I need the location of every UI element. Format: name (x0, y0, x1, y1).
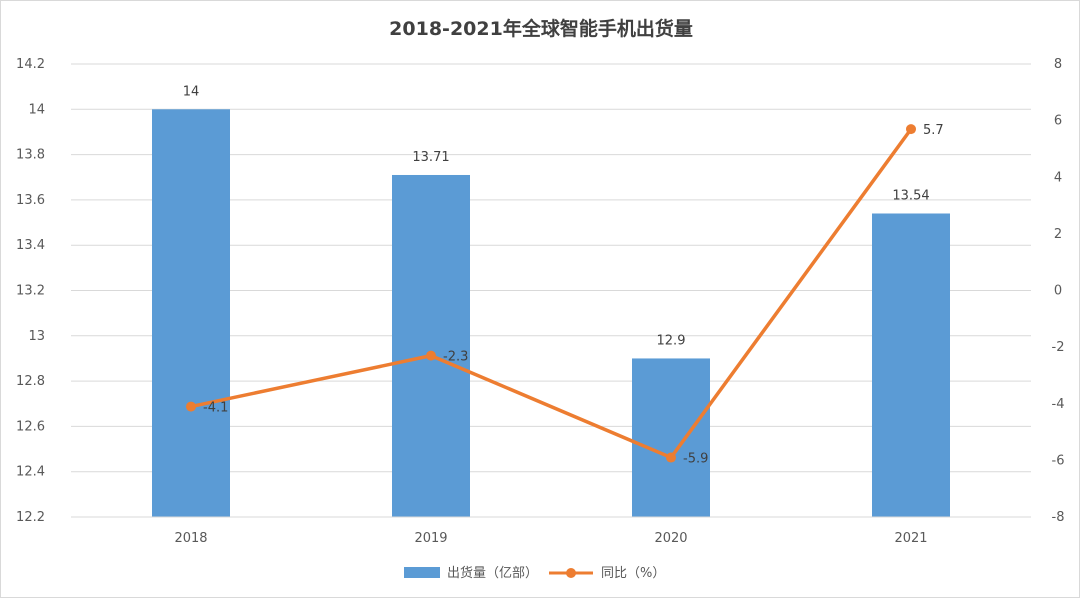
line-series: -4.1 -2.3 -5.9 5.7 (186, 123, 944, 467)
yoy-data-label: -4.1 (203, 401, 228, 416)
left-tick-label: 14.2 (16, 57, 45, 72)
left-tick-label: 14 (28, 102, 45, 117)
yoy-data-label: -2.3 (443, 350, 468, 365)
legend-bar-label: 出货量（亿部） (447, 565, 538, 581)
left-tick-label: 12.4 (16, 465, 45, 480)
right-axis: 8 6 4 2 0 -2 -4 -6 -8 (1052, 57, 1065, 525)
right-tick-label: 2 (1054, 227, 1062, 242)
left-axis: 14.2 14 13.8 13.6 13.4 13.2 13 12.8 12.6 12.4 12.2 (16, 57, 45, 525)
yoy-point (666, 452, 676, 463)
yoy-point (426, 350, 436, 361)
right-tick-label: -4 (1052, 397, 1065, 412)
bar (872, 213, 950, 518)
right-tick-label: 4 (1054, 170, 1062, 185)
right-tick-label: -6 (1052, 453, 1065, 468)
bar (392, 174, 470, 518)
left-tick-label: 13 (28, 329, 45, 344)
left-tick-label: 13.4 (16, 238, 45, 253)
legend-line-label: 同比（%） (601, 566, 665, 581)
bar-data-label: 12.9 (657, 333, 686, 348)
chart-title: 2018-2021年全球智能手机出货量 (389, 17, 693, 40)
legend: 出货量（亿部） 同比（%） (404, 565, 665, 581)
bar-series: 14 13.71 12.9 13.54 (152, 84, 950, 518)
left-tick-label: 12.8 (16, 374, 45, 389)
yoy-data-label: -5.9 (683, 452, 708, 467)
right-tick-label: 0 (1054, 284, 1062, 299)
right-tick-label: -8 (1052, 510, 1065, 525)
x-tick-label: 2020 (654, 531, 687, 546)
legend-bar-swatch (404, 567, 440, 578)
left-tick-label: 12.6 (16, 419, 45, 434)
legend-line-marker (566, 568, 576, 578)
right-tick-label: 6 (1054, 114, 1062, 129)
x-tick-label: 2021 (894, 531, 927, 546)
bar (152, 109, 230, 518)
x-tick-label: 2018 (174, 531, 207, 546)
bar-data-label: 13.54 (892, 188, 929, 203)
yoy-point (186, 401, 196, 412)
yoy-point (906, 124, 916, 135)
yoy-line (190, 128, 913, 460)
bar-data-label: 13.71 (412, 150, 449, 165)
left-tick-label: 12.2 (16, 510, 45, 525)
x-axis: 2018 2019 2020 2021 (71, 516, 1031, 546)
left-tick-label: 13.8 (16, 148, 45, 163)
x-tick-label: 2019 (414, 531, 447, 546)
left-tick-label: 13.2 (16, 284, 45, 299)
right-tick-label: -2 (1052, 340, 1065, 355)
right-tick-label: 8 (1054, 57, 1062, 72)
bar-data-label: 14 (183, 84, 200, 99)
bar (632, 358, 710, 517)
yoy-data-label: 5.7 (923, 123, 944, 138)
left-tick-label: 13.6 (16, 193, 45, 208)
